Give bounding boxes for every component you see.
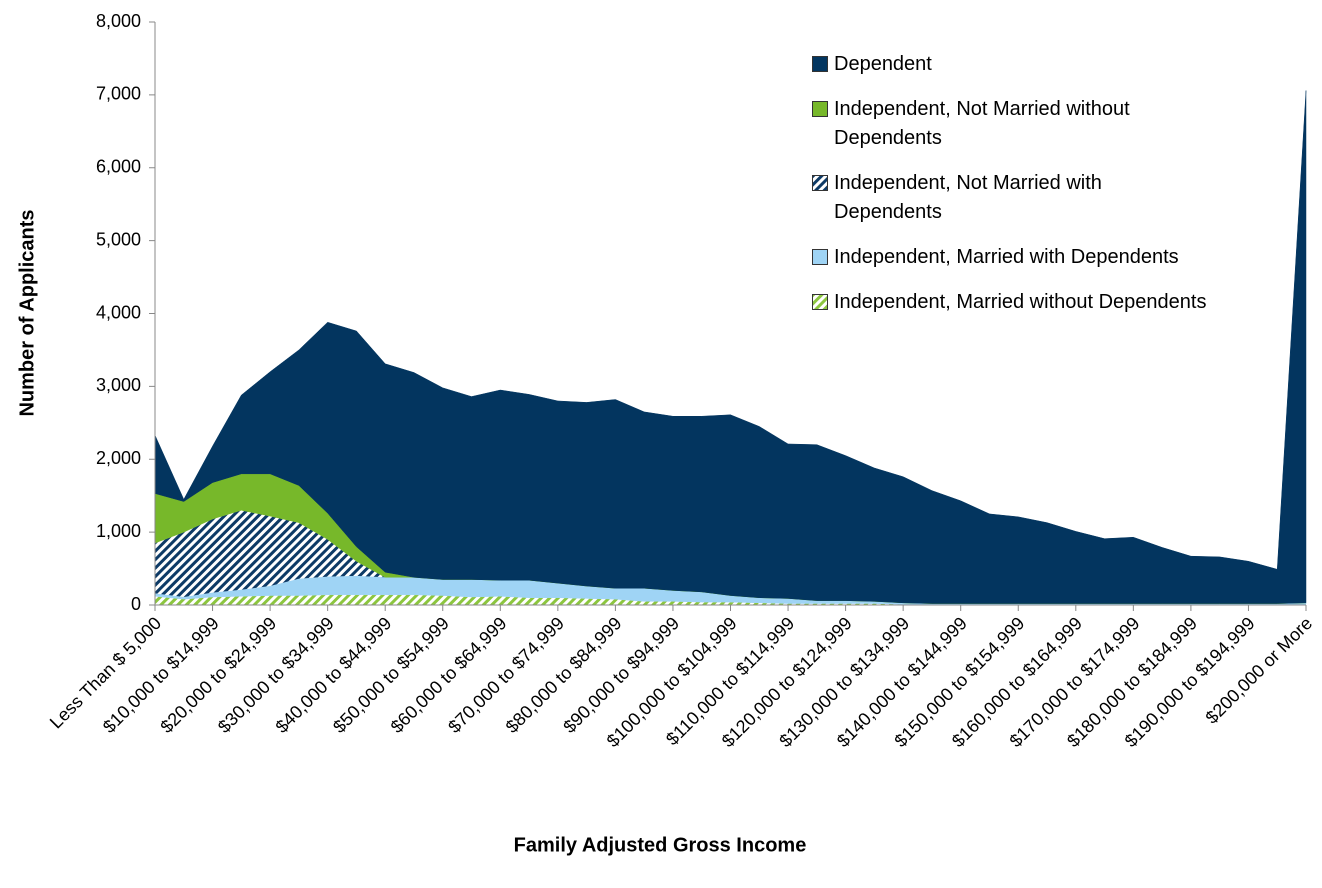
legend-swatch [812, 175, 828, 191]
legend-item: Independent, Not Married with Dependents [812, 169, 1212, 227]
legend-swatch [812, 294, 828, 310]
legend-label: Dependent [834, 53, 932, 75]
y-tick-label: 4,000 [96, 302, 141, 322]
legend-label: Independent, Not Married with Dependents [834, 172, 1102, 223]
area [155, 510, 1306, 604]
y-tick-label: 6,000 [96, 157, 141, 177]
legend-item: Independent, Not Married without Depende… [812, 95, 1212, 153]
legend-item: Dependent [812, 50, 1212, 79]
y-tick-label: 2,000 [96, 448, 141, 468]
y-tick-label: 8,000 [96, 11, 141, 31]
legend-label: Independent, Not Married without Depende… [834, 98, 1130, 149]
legend-swatch [812, 249, 828, 265]
area [154, 90, 1307, 604]
legend-label: Independent, Married with Dependents [834, 246, 1179, 268]
legend-item: Independent, Married with Dependents [812, 243, 1212, 272]
y-axis-title: Number of Applicants [16, 209, 38, 416]
legend-swatch [812, 101, 828, 117]
x-axis-title: Family Adjusted Gross Income [514, 834, 807, 856]
x-tick-label: $200,000 or More [1202, 613, 1317, 728]
y-tick-label: 5,000 [96, 229, 141, 249]
legend-label: Independent, Married without Dependents [834, 291, 1207, 313]
x-tick-label: Less Than $ 5,000 [46, 613, 165, 732]
area [155, 594, 1306, 605]
legend-swatch [812, 56, 828, 72]
y-tick-label: 1,000 [96, 521, 141, 541]
legend: Dependent Independent, Not Married withou… [812, 50, 1212, 333]
y-tick-label: 7,000 [96, 84, 141, 104]
legend-item: Independent, Married without Dependents [812, 288, 1212, 317]
y-tick-label: 0 [131, 594, 141, 614]
y-tick-label: 3,000 [96, 375, 141, 395]
